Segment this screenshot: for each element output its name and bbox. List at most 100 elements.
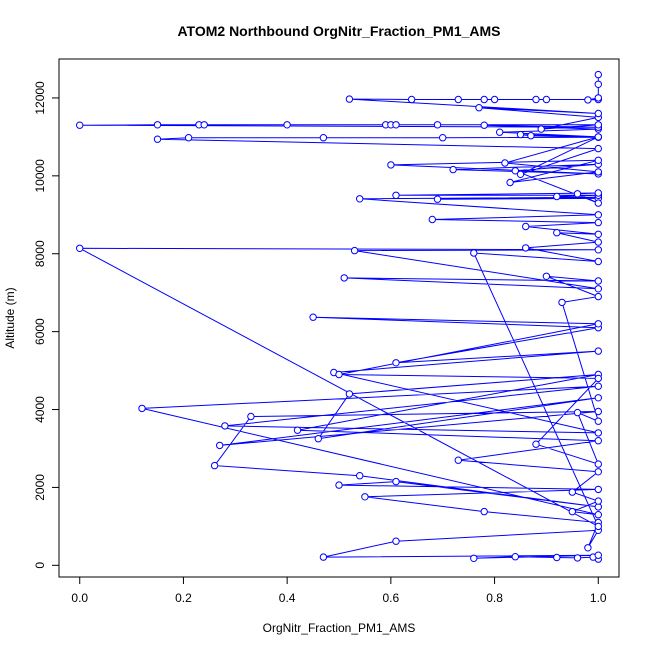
data-point	[573, 408, 582, 417]
data-point	[283, 121, 291, 129]
data-points	[76, 70, 602, 563]
data-point	[356, 195, 364, 203]
x-tick-label: 0.6	[383, 591, 400, 605]
data-point	[392, 121, 400, 129]
data-point	[319, 553, 328, 561]
data-point	[216, 441, 224, 450]
x-tick-label: 1.0	[590, 591, 607, 605]
y-tick-label: 6000	[33, 318, 47, 345]
data-point	[407, 95, 416, 104]
data-point	[594, 70, 602, 79]
data-point	[454, 456, 462, 464]
data-point	[138, 404, 146, 413]
data-point	[594, 285, 602, 293]
data-point	[594, 189, 602, 197]
data-point	[506, 178, 514, 187]
data-point	[594, 156, 602, 165]
data-point	[594, 230, 602, 239]
data-point	[594, 485, 602, 494]
data-point	[392, 537, 400, 545]
y-axis-label: Altitude (m)	[3, 287, 17, 348]
data-point	[594, 460, 602, 468]
data-point	[594, 238, 602, 246]
data-point	[335, 481, 343, 489]
y-tick-label: 12000	[33, 81, 47, 115]
data-point	[247, 412, 255, 421]
data-point	[594, 133, 602, 141]
data-point	[594, 497, 602, 505]
data-point	[568, 488, 576, 496]
data-point	[594, 522, 602, 531]
data-point	[293, 426, 302, 434]
data-point	[387, 161, 395, 169]
data-point	[200, 121, 208, 129]
data-point	[594, 144, 602, 153]
data-point	[594, 94, 602, 102]
data-point	[392, 359, 400, 367]
data-point	[392, 477, 400, 486]
data-point	[594, 199, 602, 207]
data-point	[428, 215, 436, 224]
data-point	[309, 313, 317, 321]
data-point	[594, 429, 602, 437]
data-point	[511, 167, 519, 175]
data-point	[76, 121, 84, 129]
data-point	[184, 134, 193, 142]
data-point	[594, 121, 602, 129]
x-tick-label: 0.8	[486, 591, 503, 605]
data-point	[594, 437, 602, 445]
data-point	[335, 370, 343, 379]
data-point	[594, 407, 602, 416]
data-point	[76, 244, 84, 253]
data-point	[345, 95, 354, 103]
data-point	[558, 298, 566, 307]
data-point	[516, 130, 525, 139]
data-point	[439, 134, 447, 142]
data-point	[594, 218, 602, 227]
data-point	[314, 435, 322, 443]
data-point	[594, 320, 602, 328]
data-point	[221, 422, 229, 430]
y-axis: 0 2000 4000 6000 8000 10000 12000	[33, 81, 60, 569]
data-point	[594, 246, 602, 254]
data-point	[594, 277, 602, 285]
data-point	[537, 125, 545, 133]
data-point	[480, 507, 488, 516]
data-point	[594, 211, 602, 219]
data-point	[470, 554, 478, 562]
data-point	[340, 274, 348, 282]
data-point	[475, 104, 483, 112]
data-point	[350, 246, 359, 255]
data-point	[594, 382, 602, 390]
data-point	[511, 553, 519, 561]
data-point	[470, 249, 478, 257]
data-point	[584, 96, 592, 104]
y-tick-label: 2000	[33, 474, 47, 501]
data-point	[345, 390, 354, 398]
data-point	[210, 461, 219, 470]
data-point	[356, 472, 364, 480]
data-point	[553, 229, 561, 237]
x-tick-label: 0.4	[279, 591, 296, 605]
y-tick-label: 8000	[33, 240, 47, 267]
data-point	[584, 544, 592, 552]
data-point	[573, 190, 582, 198]
data-point	[480, 95, 488, 104]
data-point	[594, 374, 602, 383]
data-point	[153, 135, 162, 143]
y-tick-label: 0	[33, 562, 47, 569]
data-point	[594, 394, 602, 402]
data-point	[490, 95, 499, 104]
x-tick-label: 0.2	[175, 591, 192, 605]
data-point	[516, 170, 525, 179]
data-point	[433, 121, 442, 129]
y-tick-label: 10000	[33, 159, 47, 193]
data-point	[594, 417, 602, 425]
data-point	[594, 257, 602, 266]
data-point	[594, 109, 602, 118]
data-point	[522, 222, 530, 231]
data-point	[594, 292, 602, 301]
data-point	[532, 440, 540, 448]
data-point	[480, 121, 488, 129]
data-point	[496, 128, 504, 136]
